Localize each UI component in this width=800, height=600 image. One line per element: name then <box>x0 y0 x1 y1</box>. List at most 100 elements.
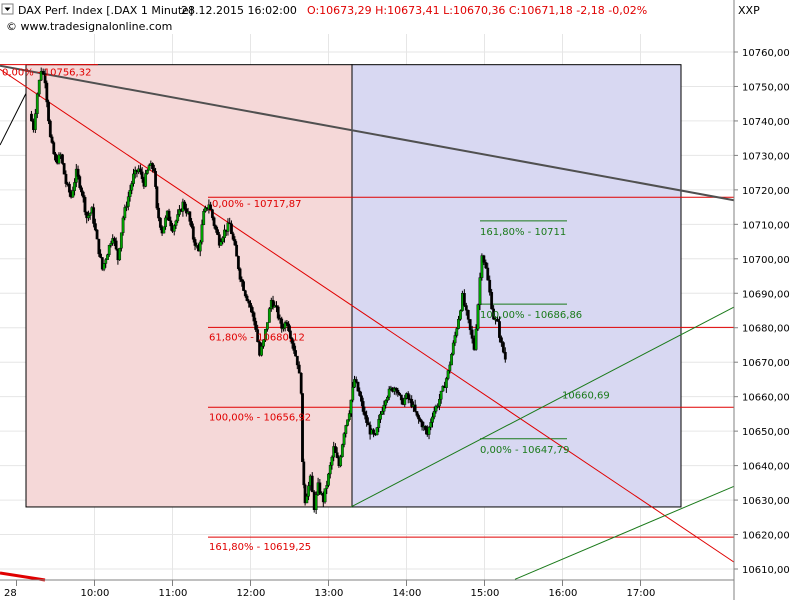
candle <box>415 411 419 418</box>
fib-retracement-zone[interactable] <box>25 64 353 508</box>
candle <box>35 92 39 119</box>
candle <box>41 68 45 75</box>
candle-body <box>310 475 314 493</box>
candle <box>288 325 292 342</box>
candle-body <box>106 254 109 260</box>
candle-body <box>429 422 433 428</box>
candle <box>83 195 87 216</box>
candle-body <box>484 262 488 269</box>
candle <box>366 417 370 426</box>
red-marker[interactable] <box>0 571 46 582</box>
candle <box>210 208 214 221</box>
candle-body <box>214 225 218 230</box>
candle-body <box>83 197 87 213</box>
fibonacci-zones <box>25 64 682 508</box>
header-menu-button[interactable] <box>1 3 14 15</box>
candle-body <box>221 237 225 243</box>
candle <box>466 309 470 324</box>
candle <box>474 324 478 351</box>
y-tick-label: 10620,00 <box>742 531 790 542</box>
candle <box>303 483 307 506</box>
candle <box>429 418 433 431</box>
candle <box>353 375 356 389</box>
trendline-resistance[interactable] <box>0 64 735 202</box>
candle-body <box>226 222 230 232</box>
candle <box>438 393 441 411</box>
y-tick-label: 10610,00 <box>742 565 790 576</box>
candle-body <box>342 433 346 445</box>
candle-body <box>212 217 216 226</box>
candle <box>223 224 226 243</box>
candle-body <box>62 163 66 175</box>
candle-body <box>183 201 187 209</box>
candle <box>384 399 388 409</box>
x-tick-label: 12:00 <box>237 588 266 599</box>
candle-body <box>154 171 157 187</box>
candle <box>33 108 37 134</box>
y-axis: 10610,00 10620,00 10630,00 10640,00 10650,00… <box>734 48 790 576</box>
candle-body <box>398 392 401 396</box>
candle-body <box>375 427 379 436</box>
candle <box>172 224 176 236</box>
candle <box>406 391 410 404</box>
candle <box>95 229 99 240</box>
candle-body <box>162 226 166 234</box>
trendline-support-lower[interactable] <box>514 485 735 580</box>
candle <box>97 238 101 257</box>
candle <box>200 219 204 245</box>
candle-body <box>410 399 414 407</box>
candle <box>113 236 116 247</box>
trendline-support[interactable] <box>350 306 735 508</box>
candle <box>217 231 221 248</box>
candle <box>451 340 455 356</box>
candle <box>360 391 363 407</box>
candle-body <box>139 168 142 173</box>
x-tick-label: 10:00 <box>81 588 110 599</box>
candle <box>427 426 431 440</box>
candle <box>109 240 113 248</box>
level-label: 0,00% - 10647,79 <box>480 445 569 456</box>
candle <box>347 410 351 422</box>
candle <box>245 294 249 302</box>
candle-body <box>280 318 284 329</box>
candle <box>294 345 297 357</box>
candle-body <box>217 234 221 246</box>
trendline-small[interactable] <box>0 93 27 146</box>
candle <box>158 217 162 231</box>
candle-body <box>178 209 181 215</box>
candle <box>48 119 52 138</box>
candle-body <box>164 217 167 227</box>
candle <box>295 355 299 370</box>
candle <box>132 168 135 187</box>
candle-body <box>386 397 389 401</box>
level-label: 100,00% - 10686,86 <box>480 310 582 321</box>
candle <box>280 316 284 333</box>
candle-body <box>158 217 162 228</box>
candle-body <box>81 191 85 198</box>
candle-body <box>97 238 101 255</box>
y-tick-label: 10660,00 <box>742 393 790 404</box>
candle-body <box>119 232 123 249</box>
level-label: 61,80% - 10680,12 <box>209 332 305 343</box>
candle-body <box>464 305 468 311</box>
candle <box>54 151 57 163</box>
candle <box>73 178 76 196</box>
trendline-red-diagonal[interactable] <box>0 68 735 563</box>
candle-body <box>282 327 285 330</box>
candle <box>39 67 43 81</box>
candle-body <box>358 390 362 396</box>
candle <box>264 328 267 342</box>
fib-extension-zone[interactable] <box>351 64 682 508</box>
candle-body <box>121 217 125 233</box>
candle-body <box>271 299 275 308</box>
candle-body <box>302 461 306 486</box>
candle <box>76 165 80 180</box>
candle-body <box>109 243 113 246</box>
candle <box>106 253 109 260</box>
candle-body <box>496 318 499 322</box>
candle-body <box>288 330 292 339</box>
candle-body <box>242 281 245 291</box>
candle-body <box>434 405 438 412</box>
candle-body <box>240 279 244 282</box>
candle <box>358 387 362 397</box>
